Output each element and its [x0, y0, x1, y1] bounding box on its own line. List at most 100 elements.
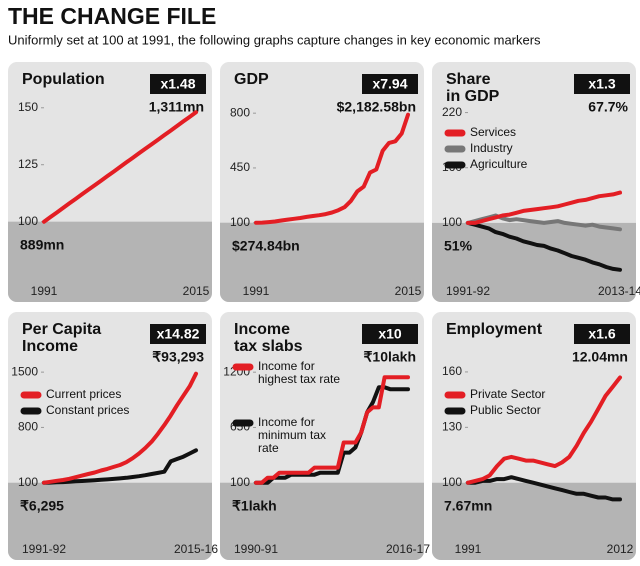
panel: [8, 312, 212, 560]
legend-label: Current prices: [46, 388, 122, 401]
badge: x7.94: [372, 76, 407, 92]
badge: x14.82: [157, 326, 200, 342]
panel-title: GDP: [234, 71, 269, 88]
y-tick-label: 100: [442, 215, 462, 229]
panel: [432, 62, 636, 302]
panel-title: Per Capita: [22, 321, 101, 338]
y-tick-label: 800: [18, 420, 38, 434]
panel: [432, 312, 636, 560]
y-tick-label: 150: [18, 100, 38, 114]
start-label: ₹6,295: [20, 497, 64, 513]
series-line: [42, 448, 198, 485]
y-tick-label: 130: [442, 420, 462, 434]
legend-label: Constant prices: [46, 404, 130, 417]
panel-base-band: [432, 222, 636, 302]
end-label: 1,311mn: [149, 99, 204, 115]
y-tick-label: 125: [18, 157, 38, 171]
page-title: THE CHANGE FILE: [8, 3, 216, 29]
badge-box: [150, 74, 206, 94]
x-tick-label: 1991: [31, 284, 58, 298]
x-tick-label: 1990-91: [234, 542, 278, 556]
series-line: [42, 371, 198, 485]
start-label: 51%: [444, 238, 473, 254]
x-tick-label: 1991: [243, 284, 270, 298]
x-tick-label: 1991-92: [22, 542, 66, 556]
legend-box: Current prices: [46, 388, 122, 401]
panel-base-band: [220, 222, 424, 302]
legend-label: Income for minimum tax rate: [258, 416, 327, 455]
badge-box: [362, 74, 418, 94]
legend-label: Services: [470, 126, 517, 139]
x-tick-label: 2013-14: [598, 284, 640, 298]
legend-box: Private Sector: [470, 388, 546, 401]
series-line: [254, 375, 410, 485]
legend-box: Industry: [470, 142, 513, 155]
panel-base-band: [8, 482, 212, 560]
panel: [220, 312, 424, 560]
y-tick-label: 100: [18, 214, 38, 228]
series-line: [254, 112, 410, 225]
legend-box: Public Sector: [470, 404, 541, 417]
series-line: [42, 110, 198, 224]
badge: x1.3: [588, 76, 615, 92]
legend-label: Income for highest tax rate: [258, 360, 341, 386]
panel-title: Population: [22, 71, 105, 88]
x-tick-label: 2015-16: [174, 542, 218, 556]
x-tick-label: 1991: [455, 542, 482, 556]
y-tick-label: 100: [230, 475, 250, 489]
series-line: [466, 475, 622, 502]
series-line: [466, 220, 622, 272]
y-tick-label: 100: [18, 475, 38, 489]
y-tick-label: 100: [230, 215, 250, 229]
start-label: $274.84bn: [232, 237, 300, 253]
panel-base-band: [220, 482, 424, 560]
legend-label: Private Sector: [470, 388, 546, 401]
legend-label: Agriculture: [470, 158, 528, 171]
end-label: 12.04mn: [572, 349, 628, 365]
panel-title: tax slabs: [234, 338, 303, 355]
x-tick-label: 2015: [183, 284, 210, 298]
legend-label: Industry: [470, 142, 513, 155]
badge-box: [574, 74, 630, 94]
start-label: ₹1lakh: [232, 497, 277, 513]
end-label: 67.7%: [588, 99, 628, 115]
legend-box: Constant prices: [46, 404, 130, 417]
legend-box: Agriculture: [470, 158, 528, 171]
badge-box: [574, 324, 630, 344]
badge: x1.6: [588, 326, 615, 342]
legend-box: Services: [470, 126, 517, 139]
badge-box: [362, 324, 418, 344]
panel-title: Income: [22, 338, 78, 355]
x-tick-label: 2015: [395, 284, 422, 298]
series-line: [466, 190, 622, 225]
legend-box: Income for minimum tax rate: [258, 416, 327, 455]
badge-box: [150, 324, 206, 344]
end-label: $2,182.58bn: [337, 99, 416, 115]
x-tick-label: 1991-92: [446, 284, 490, 298]
series-line: [466, 375, 622, 485]
y-tick-label: 100: [442, 475, 462, 489]
panel: [8, 62, 212, 302]
end-label: ₹10lakh: [364, 349, 417, 365]
page-subtitle: Uniformly set at 100 at 1991, the follow…: [8, 32, 541, 47]
start-label: 7.67mn: [444, 497, 492, 513]
y-tick-label: 450: [230, 160, 250, 174]
end-label: ₹93,293: [152, 349, 204, 365]
badge: x1.48: [160, 76, 195, 92]
panel-title: Share: [446, 71, 491, 88]
legend-label: Public Sector: [470, 404, 541, 417]
y-tick-label: 800: [230, 105, 250, 119]
panel: [220, 62, 424, 302]
panel-base-band: [8, 221, 212, 302]
panel-title: in GDP: [446, 88, 500, 105]
panel-title: Income: [234, 321, 290, 338]
y-tick-label: 1500: [11, 364, 38, 378]
legend-box: Income for highest tax rate: [258, 360, 341, 386]
y-tick-label: 220: [442, 105, 462, 119]
panel-title: Employment: [446, 321, 543, 338]
start-label: 889mn: [20, 236, 64, 252]
x-tick-label: 2016-17: [386, 542, 430, 556]
y-tick-label: 160: [442, 364, 462, 378]
x-tick-label: 2012: [607, 542, 634, 556]
